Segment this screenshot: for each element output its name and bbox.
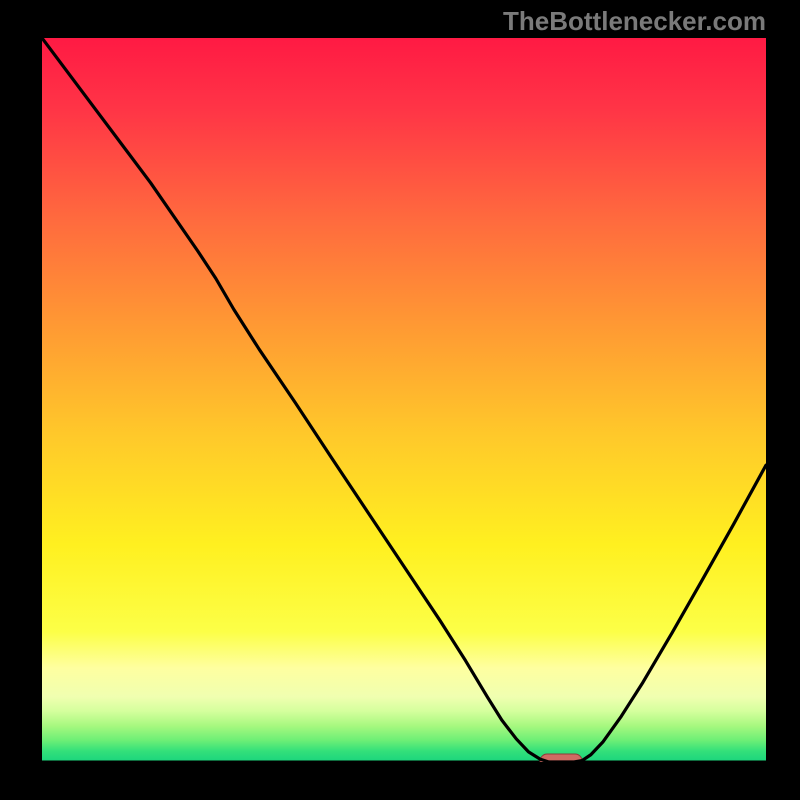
watermark-text: TheBottlenecker.com (503, 6, 766, 37)
plot-svg (42, 38, 766, 762)
gradient-background (42, 38, 766, 762)
chart-root: TheBottlenecker.com (0, 0, 800, 800)
plot-area (42, 38, 766, 762)
